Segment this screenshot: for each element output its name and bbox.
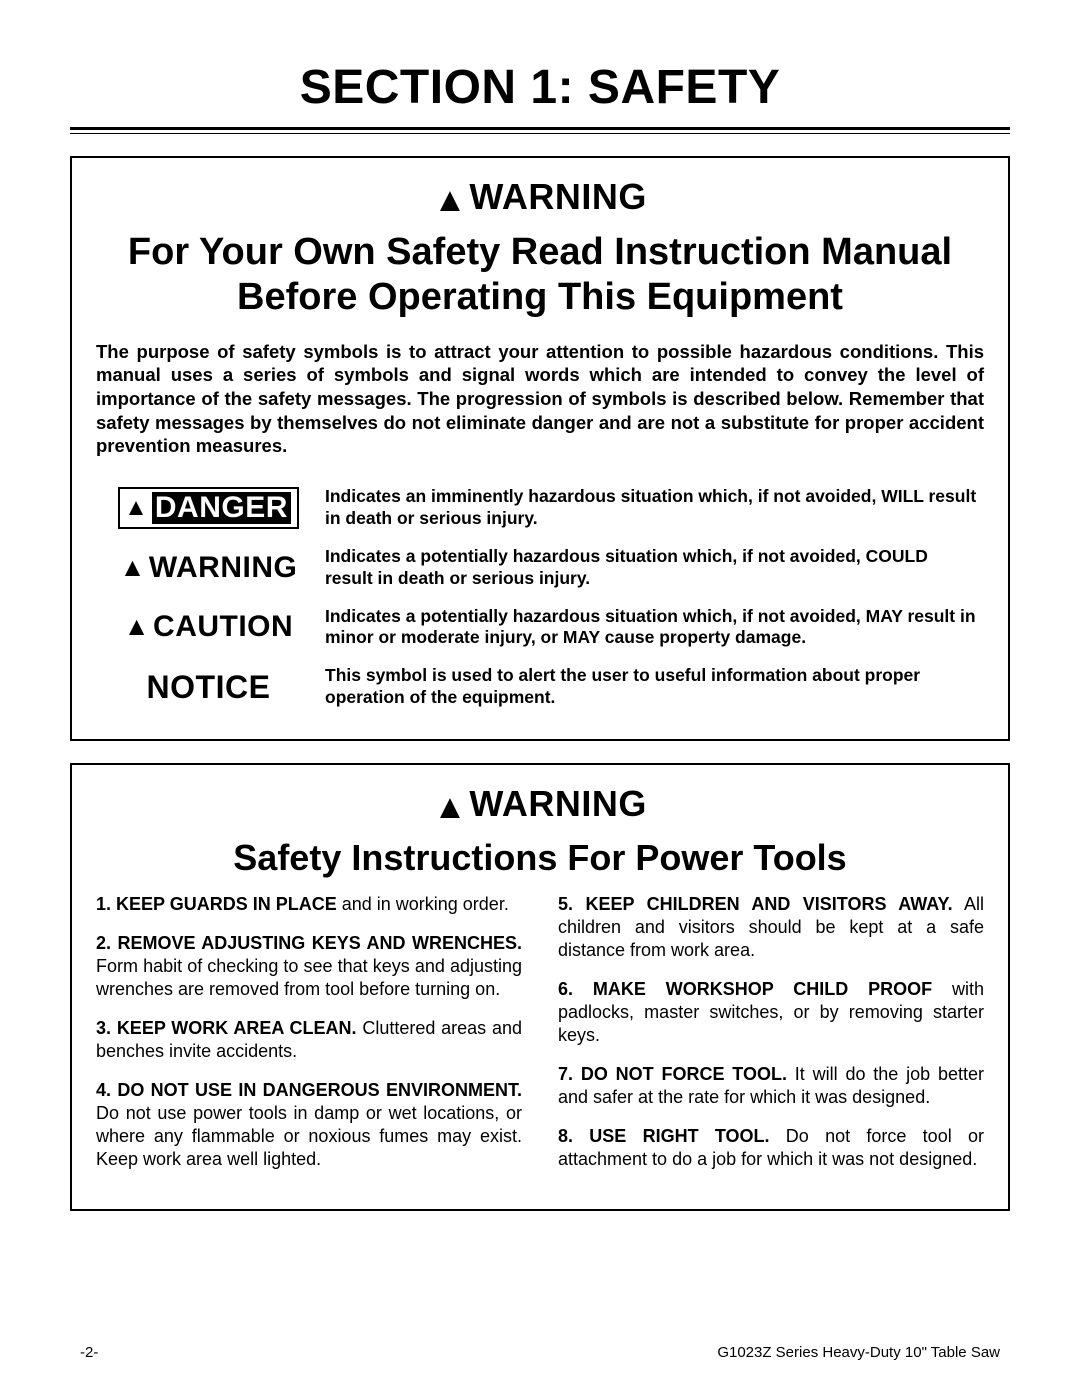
alert-triangle-icon: ▲ bbox=[124, 611, 150, 641]
item-lead: KEEP GUARDS IN PLACE bbox=[116, 894, 337, 914]
box1-headline: For Your Own Safety Read Instruction Man… bbox=[96, 230, 984, 320]
warning-box-instructions: ▲WARNING Safety Instructions For Power T… bbox=[70, 763, 1010, 1211]
warning-label: WARNING bbox=[469, 783, 647, 824]
item-number: 8. bbox=[558, 1126, 589, 1146]
column-left: 1. KEEP GUARDS IN PLACE and in working o… bbox=[96, 893, 522, 1187]
alert-triangle-icon: ▲ bbox=[124, 494, 148, 521]
item-lead: USE RIGHT TOOL. bbox=[589, 1126, 769, 1146]
item-number: 1. bbox=[96, 894, 116, 914]
item-lead: REMOVE ADJUSTING KEYS AND WRENCHES. bbox=[117, 933, 522, 953]
box2-headline: Safety Instructions For Power Tools bbox=[96, 837, 984, 879]
def-text: Indicates a potentially hazardous situat… bbox=[321, 538, 984, 598]
def-row: ▲DANGER Indicates an imminently hazardou… bbox=[96, 478, 984, 538]
instruction-columns: 1. KEEP GUARDS IN PLACE and in working o… bbox=[96, 893, 984, 1187]
item-rest: Form habit of checking to see that keys … bbox=[96, 956, 522, 999]
rule-thin bbox=[70, 133, 1010, 134]
warning-label: WARNING bbox=[469, 176, 647, 217]
warning-heading: ▲WARNING bbox=[96, 176, 984, 220]
danger-badge: ▲DANGER bbox=[118, 487, 299, 529]
box1-intro: The purpose of safety symbols is to attr… bbox=[96, 340, 984, 458]
def-text: Indicates a potentially hazardous situat… bbox=[321, 598, 984, 658]
page-number: -2- bbox=[80, 1344, 98, 1361]
item-lead: KEEP CHILDREN AND VISITORS AWAY. bbox=[585, 894, 952, 914]
alert-triangle-icon: ▲ bbox=[120, 552, 146, 582]
item-number: 4. bbox=[96, 1080, 117, 1100]
item-number: 2. bbox=[96, 933, 117, 953]
item-lead: MAKE WORKSHOP CHILD PROOF bbox=[593, 979, 932, 999]
def-row: ▲CAUTION Indicates a potentially hazardo… bbox=[96, 598, 984, 658]
hazard-definitions-table: ▲DANGER Indicates an imminently hazardou… bbox=[96, 478, 984, 717]
warning-triangle-icon: ▲ bbox=[433, 181, 467, 219]
warning-heading: ▲WARNING bbox=[96, 783, 984, 827]
instruction-item: 2. REMOVE ADJUSTING KEYS AND WRENCHES. F… bbox=[96, 932, 522, 1001]
item-rest: and in working order. bbox=[337, 894, 509, 914]
item-lead: DO NOT USE IN DANGEROUS ENVIRONMENT. bbox=[117, 1080, 522, 1100]
warning-box-definitions: ▲WARNING For Your Own Safety Read Instru… bbox=[70, 156, 1010, 741]
instruction-item: 1. KEEP GUARDS IN PLACE and in working o… bbox=[96, 893, 522, 916]
section-title: SECTION 1: SAFETY bbox=[70, 60, 1010, 115]
column-right: 5. KEEP CHILDREN AND VISITORS AWAY. All … bbox=[558, 893, 984, 1187]
instruction-item: 5. KEEP CHILDREN AND VISITORS AWAY. All … bbox=[558, 893, 984, 962]
instruction-item: 3. KEEP WORK AREA CLEAN. Cluttered areas… bbox=[96, 1017, 522, 1063]
instruction-item: 7. DO NOT FORCE TOOL. It will do the job… bbox=[558, 1063, 984, 1109]
item-rest: Do not use power tools in damp or wet lo… bbox=[96, 1103, 522, 1169]
item-number: 5. bbox=[558, 894, 585, 914]
def-row: NOTICE This symbol is used to alert the … bbox=[96, 657, 984, 717]
notice-badge: NOTICE bbox=[147, 669, 271, 705]
instruction-item: 4. DO NOT USE IN DANGEROUS ENVIRONMENT. … bbox=[96, 1079, 522, 1171]
page-footer: -2- G1023Z Series Heavy-Duty 10" Table S… bbox=[80, 1344, 1000, 1361]
danger-label: DANGER bbox=[152, 492, 291, 524]
rule-thick bbox=[70, 127, 1010, 130]
warning-triangle-icon: ▲ bbox=[433, 788, 467, 826]
def-text: Indicates an imminently hazardous situat… bbox=[321, 478, 984, 538]
item-lead: DO NOT FORCE TOOL. bbox=[581, 1064, 787, 1084]
item-number: 7. bbox=[558, 1064, 581, 1084]
item-number: 6. bbox=[558, 979, 593, 999]
instruction-item: 6. MAKE WORKSHOP CHILD PROOF with padloc… bbox=[558, 978, 984, 1047]
def-row: ▲WARNING Indicates a potentially hazardo… bbox=[96, 538, 984, 598]
instruction-item: 8. USE RIGHT TOOL. Do not force tool or … bbox=[558, 1125, 984, 1171]
item-lead: KEEP WORK AREA CLEAN. bbox=[117, 1018, 357, 1038]
caution-badge: ▲CAUTION bbox=[124, 610, 293, 643]
item-number: 3. bbox=[96, 1018, 117, 1038]
doc-title: G1023Z Series Heavy-Duty 10" Table Saw bbox=[717, 1344, 1000, 1361]
def-text: This symbol is used to alert the user to… bbox=[321, 657, 984, 717]
warning-badge: ▲WARNING bbox=[120, 551, 298, 584]
warning-label-text: WARNING bbox=[149, 551, 298, 584]
caution-label-text: CAUTION bbox=[153, 610, 293, 643]
